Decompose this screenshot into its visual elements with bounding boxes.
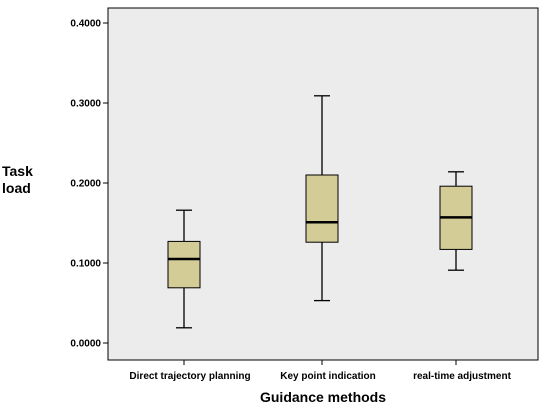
boxes-layer [167, 95, 473, 329]
x-category-label: Direct trajectory planning [129, 371, 250, 382]
y-axis-title-line-1: Task [2, 163, 33, 179]
x-category-label: real-time adjustment [413, 371, 511, 382]
y-tick-label: 0.3000 [70, 99, 101, 110]
y-axis-title-line-2: load [2, 180, 31, 196]
y-axis: 0.0000 0.1000 0.2000 0.3000 0.4000 [70, 19, 108, 350]
y-tick-label: 0.1000 [70, 259, 101, 270]
x-axis: Direct trajectory planning Key point indi… [129, 360, 512, 382]
interquartile-box [167, 240, 201, 289]
y-tick-label: 0.0000 [70, 339, 101, 350]
box-1 [167, 209, 201, 329]
y-tick-label: 0.4000 [70, 19, 101, 30]
x-axis-title: Guidance methods [260, 389, 386, 405]
x-category-label: Key point indication [280, 371, 376, 382]
y-tick-label: 0.2000 [70, 179, 101, 190]
box-3 [439, 171, 473, 271]
interquartile-box [305, 174, 339, 243]
box-2 [305, 95, 339, 302]
